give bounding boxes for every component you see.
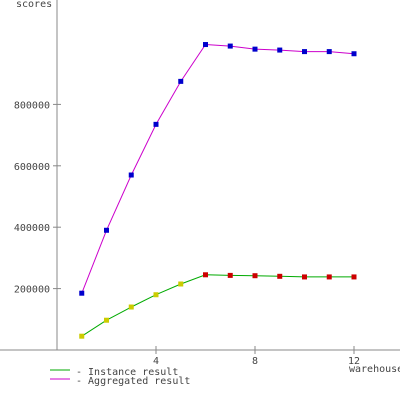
data-point-instance xyxy=(326,274,332,280)
series-line-aggregated xyxy=(81,43,355,294)
legend-item-aggregated: - Aggregated result xyxy=(50,376,190,387)
data-point-aggregated xyxy=(277,47,283,53)
x-axis-title: warehouses xyxy=(349,364,400,375)
data-point-instance xyxy=(79,333,85,339)
data-point-instance xyxy=(277,273,283,279)
y-tick-label: 200000 xyxy=(14,285,50,296)
data-point-aggregated xyxy=(302,49,307,55)
legend-label-instance: - Instance result xyxy=(76,367,178,378)
data-point-aggregated xyxy=(227,43,233,49)
data-point-instance xyxy=(203,272,208,278)
y-tick-label: 800000 xyxy=(14,100,50,111)
legend: - Instance result - Aggregated result xyxy=(50,367,190,387)
legend-item-instance: - Instance result xyxy=(50,367,178,378)
x-axis-ticks: 4 8 12 xyxy=(153,346,360,367)
series-layer xyxy=(79,42,357,339)
data-point-aggregated xyxy=(79,290,85,296)
y-axis-title: scores xyxy=(16,0,52,10)
data-point-instance xyxy=(351,274,357,280)
data-point-aggregated xyxy=(351,51,357,57)
y-axis-ticks: 200000 400000 600000 800000 xyxy=(14,100,61,296)
x-tick-label: 12 xyxy=(348,356,360,367)
data-point-instance xyxy=(227,272,233,278)
y-tick-label: 400000 xyxy=(14,223,50,234)
x-tick-label: 4 xyxy=(153,356,159,367)
data-point-aggregated xyxy=(203,42,208,48)
data-point-aggregated xyxy=(128,172,134,178)
data-point-aggregated xyxy=(326,49,332,55)
data-point-instance xyxy=(178,281,184,287)
data-point-aggregated xyxy=(104,227,109,233)
x-tick-label: 8 xyxy=(252,356,258,367)
legend-label-aggregated: - Aggregated result xyxy=(76,376,190,387)
data-point-instance xyxy=(104,317,109,323)
data-point-instance xyxy=(128,304,134,310)
data-point-instance xyxy=(153,292,159,298)
data-point-aggregated xyxy=(252,46,258,52)
y-tick-label: 600000 xyxy=(14,162,50,173)
series-line-instance xyxy=(81,274,354,337)
data-point-instance xyxy=(302,274,307,280)
data-point-aggregated xyxy=(153,121,159,127)
data-point-instance xyxy=(252,273,258,279)
data-point-aggregated xyxy=(178,78,184,84)
